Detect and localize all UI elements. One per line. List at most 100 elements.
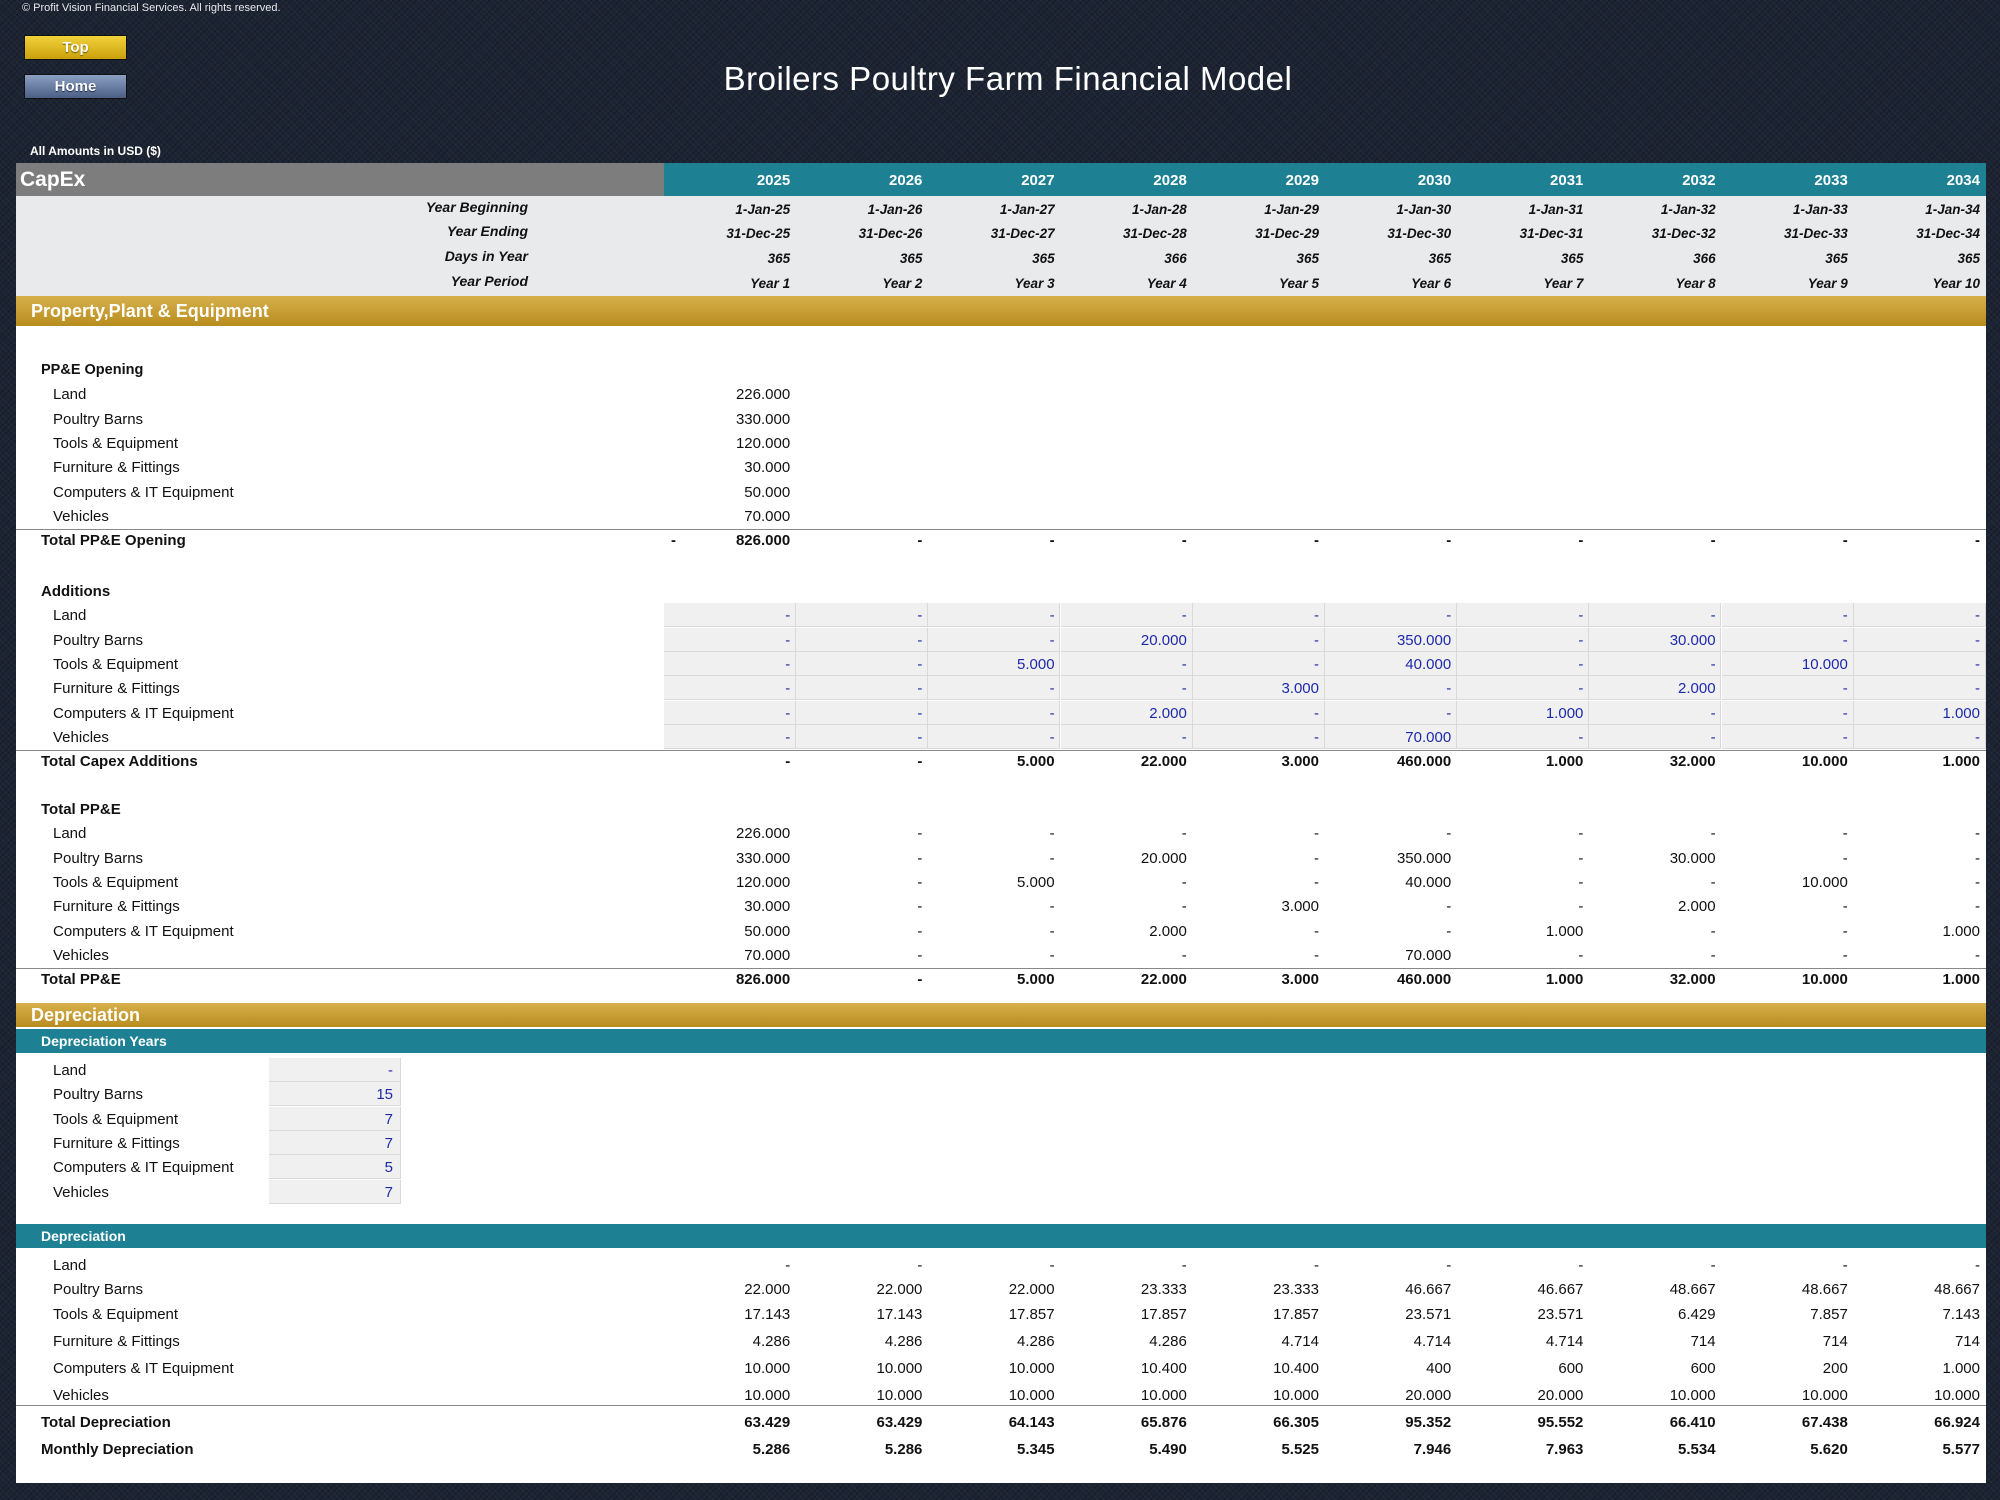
additions-input-cell[interactable] xyxy=(1060,603,1193,628)
additions-value[interactable]: - xyxy=(1578,655,1584,673)
additions-input-cell[interactable] xyxy=(796,651,929,676)
additions-input-cell[interactable] xyxy=(1325,603,1457,628)
additions-value[interactable]: - xyxy=(917,655,923,673)
additions-value[interactable]: - xyxy=(1314,631,1319,649)
additions-input-cell[interactable] xyxy=(928,700,1061,725)
additions-input-cell[interactable] xyxy=(1589,700,1722,725)
additions-value[interactable]: 3.000 xyxy=(1281,680,1319,698)
dep-years-input-cell[interactable] xyxy=(269,1082,401,1107)
additions-input-cell[interactable] xyxy=(1457,651,1590,676)
additions-value[interactable]: - xyxy=(1975,631,1980,649)
additions-input-cell[interactable] xyxy=(796,627,929,652)
dep-years-input-cell[interactable] xyxy=(269,1130,401,1155)
dep-years-input-cell[interactable] xyxy=(269,1155,401,1180)
additions-value[interactable]: - xyxy=(1842,607,1848,625)
additions-input-cell[interactable] xyxy=(928,724,1061,749)
additions-value[interactable]: - xyxy=(1710,728,1716,746)
additions-input-cell[interactable] xyxy=(1853,651,1986,676)
additions-input-cell[interactable] xyxy=(1192,676,1325,701)
additions-value[interactable]: - xyxy=(1446,704,1452,722)
additions-value[interactable]: 10.000 xyxy=(1801,655,1848,673)
additions-value[interactable]: 2.000 xyxy=(1678,680,1716,698)
additions-value[interactable]: - xyxy=(785,728,791,746)
additions-value[interactable]: - xyxy=(1975,728,1980,746)
additions-input-cell[interactable] xyxy=(796,676,929,701)
additions-input-cell[interactable] xyxy=(1853,676,1986,701)
dep-years-input-cell[interactable] xyxy=(269,1058,401,1082)
additions-value[interactable]: - xyxy=(1710,655,1716,673)
additions-input-cell[interactable] xyxy=(664,651,796,676)
additions-value[interactable]: - xyxy=(917,607,923,625)
additions-input-cell[interactable] xyxy=(1457,603,1590,628)
additions-value[interactable]: - xyxy=(1446,680,1452,698)
additions-input-cell[interactable] xyxy=(1721,676,1854,701)
top-button[interactable]: Top xyxy=(24,35,127,60)
additions-value[interactable]: 1.000 xyxy=(1545,704,1584,722)
additions-value[interactable]: 2.000 xyxy=(1149,704,1187,722)
additions-input-cell[interactable] xyxy=(664,676,796,701)
additions-value[interactable]: 350.000 xyxy=(1396,631,1452,649)
additions-input-cell[interactable] xyxy=(928,676,1061,701)
additions-value[interactable]: - xyxy=(917,631,923,649)
additions-value[interactable]: - xyxy=(1710,704,1716,722)
additions-input-cell[interactable] xyxy=(1060,627,1193,652)
additions-input-cell[interactable] xyxy=(1192,627,1325,652)
additions-input-cell[interactable] xyxy=(1192,700,1325,725)
additions-input-cell[interactable] xyxy=(1853,603,1986,628)
additions-value[interactable]: 5.000 xyxy=(1017,655,1055,673)
additions-input-cell[interactable] xyxy=(1721,724,1854,749)
additions-input-cell[interactable] xyxy=(1457,724,1590,749)
additions-input-cell[interactable] xyxy=(1853,700,1986,725)
additions-value[interactable]: - xyxy=(1842,704,1848,722)
additions-value[interactable]: - xyxy=(1710,607,1716,625)
additions-input-cell[interactable] xyxy=(664,724,796,749)
additions-value[interactable]: - xyxy=(1049,680,1055,698)
additions-value[interactable]: - xyxy=(785,607,791,625)
additions-value[interactable]: - xyxy=(1314,607,1319,625)
additions-value[interactable]: - xyxy=(1049,631,1055,649)
dep-years-value[interactable]: 7 xyxy=(384,1134,393,1152)
additions-input-cell[interactable] xyxy=(1325,627,1457,652)
additions-value[interactable]: - xyxy=(1578,680,1584,698)
additions-value[interactable]: - xyxy=(917,728,923,746)
additions-value[interactable]: - xyxy=(1049,704,1055,722)
dep-years-value[interactable]: 7 xyxy=(384,1110,393,1128)
additions-value[interactable]: - xyxy=(785,631,791,649)
dep-years-value[interactable]: 7 xyxy=(384,1183,393,1201)
additions-input-cell[interactable] xyxy=(1457,676,1590,701)
additions-input-cell[interactable] xyxy=(1589,627,1722,652)
additions-input-cell[interactable] xyxy=(796,700,929,725)
additions-value[interactable]: - xyxy=(785,655,791,673)
additions-input-cell[interactable] xyxy=(1192,724,1325,749)
additions-value[interactable]: - xyxy=(1975,655,1980,673)
additions-input-cell[interactable] xyxy=(1589,676,1722,701)
additions-value[interactable]: - xyxy=(1578,728,1584,746)
additions-value[interactable]: - xyxy=(1314,728,1319,746)
additions-input-cell[interactable] xyxy=(928,627,1061,652)
additions-input-cell[interactable] xyxy=(664,603,796,628)
additions-value[interactable]: - xyxy=(1314,655,1319,673)
additions-value[interactable]: - xyxy=(1446,607,1452,625)
additions-value[interactable]: 30.000 xyxy=(1669,631,1716,649)
additions-input-cell[interactable] xyxy=(1325,651,1457,676)
additions-input-cell[interactable] xyxy=(1325,676,1457,701)
additions-value[interactable]: - xyxy=(917,680,923,698)
additions-value[interactable]: - xyxy=(785,680,791,698)
additions-input-cell[interactable] xyxy=(1589,724,1722,749)
dep-years-value[interactable]: - xyxy=(388,1062,393,1079)
additions-input-cell[interactable] xyxy=(1589,603,1722,628)
additions-input-cell[interactable] xyxy=(1060,700,1193,725)
additions-input-cell[interactable] xyxy=(796,603,929,628)
additions-value[interactable]: - xyxy=(785,704,791,722)
additions-input-cell[interactable] xyxy=(1060,676,1193,701)
additions-input-cell[interactable] xyxy=(1192,603,1325,628)
additions-value[interactable]: - xyxy=(1842,631,1848,649)
additions-value[interactable]: - xyxy=(1842,728,1848,746)
additions-value[interactable]: - xyxy=(1181,607,1187,625)
additions-input-cell[interactable] xyxy=(1457,700,1590,725)
home-button[interactable]: Home xyxy=(24,74,127,99)
dep-years-input-cell[interactable] xyxy=(269,1179,401,1204)
dep-years-input-cell[interactable] xyxy=(269,1106,401,1131)
additions-input-cell[interactable] xyxy=(928,603,1061,628)
dep-years-value[interactable]: 5 xyxy=(384,1159,393,1177)
